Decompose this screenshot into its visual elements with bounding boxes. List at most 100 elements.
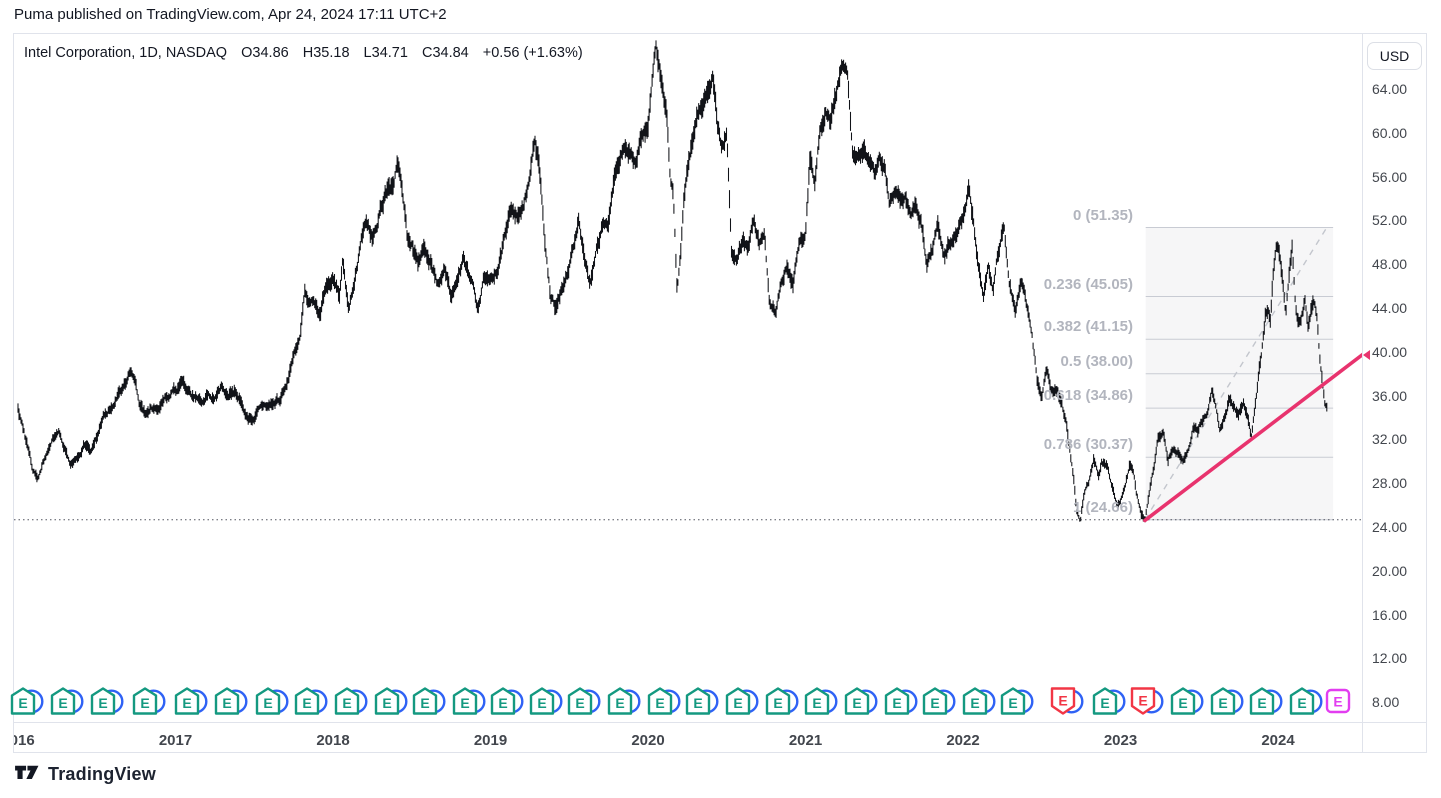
- svg-text:E: E: [970, 695, 979, 711]
- price-tick-label: 40.00: [1372, 343, 1408, 360]
- fib-level-label: 0.618 (34.86): [1043, 387, 1133, 405]
- svg-text:E: E: [575, 695, 584, 711]
- price-tick-label: 20.00: [1372, 562, 1408, 579]
- earnings-beat-icon[interactable]: E: [844, 686, 878, 716]
- earnings-beat-icon[interactable]: E: [255, 686, 289, 716]
- year-label: 2017: [158, 732, 193, 749]
- earnings-beat-icon[interactable]: E: [607, 686, 641, 716]
- earnings-beat-icon[interactable]: E: [132, 686, 166, 716]
- svg-text:E: E: [655, 695, 664, 711]
- ohlc-open-value: 34.86: [252, 45, 289, 61]
- earnings-beat-icon[interactable]: E: [1210, 686, 1244, 716]
- earnings-beat-icon[interactable]: E: [1249, 686, 1283, 716]
- svg-text:E: E: [537, 695, 546, 711]
- svg-text:E: E: [222, 695, 231, 711]
- earnings-beat-icon[interactable]: E: [529, 686, 563, 716]
- ohlc-low-value: 34.71: [371, 45, 408, 61]
- earnings-beat-icon[interactable]: E: [1000, 686, 1034, 716]
- year-label: 2020: [631, 732, 665, 749]
- price-tick-label: 32.00: [1372, 431, 1408, 448]
- svg-text:E: E: [733, 695, 742, 711]
- earnings-beat-icon[interactable]: E: [294, 686, 328, 716]
- svg-text:E: E: [812, 695, 821, 711]
- earnings-beat-icon[interactable]: E: [374, 686, 408, 716]
- svg-text:E: E: [1058, 693, 1067, 709]
- tradingview-logo-icon: [15, 765, 39, 780]
- svg-text:E: E: [1257, 695, 1266, 711]
- svg-text:E: E: [1333, 694, 1342, 710]
- earnings-beat-icon[interactable]: E: [50, 686, 84, 716]
- price-tick-label: 52.00: [1372, 212, 1408, 229]
- fib-level-label: 1 (24.66): [1072, 498, 1133, 516]
- svg-text:E: E: [182, 695, 191, 711]
- earnings-beat-icon[interactable]: E: [214, 686, 248, 716]
- fib-level-label: 0.382 (41.15): [1043, 318, 1133, 336]
- fib-level-label: 0.786 (30.37): [1043, 436, 1133, 454]
- earnings-beat-icon[interactable]: E: [10, 686, 44, 716]
- price-tick-label: 12.00: [1372, 650, 1408, 667]
- ohlc-close-value: 34.84: [432, 45, 469, 61]
- tradingview-wordmark: TradingView: [48, 763, 156, 784]
- earnings-miss-icon[interactable]: E: [1130, 686, 1164, 716]
- svg-text:E: E: [98, 695, 107, 711]
- earnings-beat-icon[interactable]: E: [90, 686, 124, 716]
- fib-level-label: 0.5 (38.00): [1060, 352, 1133, 370]
- ohlc-low-label: L: [363, 45, 372, 61]
- earnings-beat-icon[interactable]: E: [1092, 686, 1126, 716]
- price-tick-label: 28.00: [1372, 475, 1408, 492]
- earnings-beat-icon[interactable]: E: [725, 686, 759, 716]
- svg-text:E: E: [1008, 695, 1017, 711]
- earnings-beat-icon[interactable]: E: [647, 686, 681, 716]
- price-chart-plot: Intel Corporation, 1D, NASDAQ O34.86 H35…: [14, 34, 1363, 723]
- price-tick-label: 36.00: [1372, 387, 1408, 404]
- price-tick-label: 56.00: [1372, 168, 1408, 185]
- time-axis: 2016 2017 2018 2019 2020 2021 2022 2023 2024: [14, 723, 1426, 752]
- ohlc-open-label: O: [241, 45, 253, 61]
- price-tick-label: 64.00: [1372, 81, 1408, 97]
- tradingview-logo-link[interactable]: TradingView: [14, 763, 156, 785]
- currency-button[interactable]: USD: [1367, 42, 1422, 70]
- chart-frame: Intel Corporation, 1D, NASDAQ O34.86 H35…: [10, 33, 1427, 753]
- change-value: +0.56 (+1.63%): [482, 45, 583, 61]
- earnings-beat-icon[interactable]: E: [567, 686, 601, 716]
- earnings-beat-icon[interactable]: E: [490, 686, 524, 716]
- svg-text:E: E: [58, 695, 67, 711]
- earnings-beat-icon[interactable]: E: [922, 686, 956, 716]
- attribution-text: Puma published on TradingView.com, Apr 2…: [14, 6, 447, 23]
- svg-text:E: E: [342, 695, 351, 711]
- price-tick-label: 44.00: [1372, 300, 1408, 316]
- svg-text:E: E: [1297, 695, 1306, 711]
- earnings-beat-icon[interactable]: E: [1289, 686, 1323, 716]
- earnings-beat-icon[interactable]: E: [412, 686, 446, 716]
- earnings-beat-icon[interactable]: E: [765, 686, 799, 716]
- earnings-upcoming-icon[interactable]: E: [1324, 686, 1358, 716]
- svg-text:E: E: [18, 695, 27, 711]
- ohlc-bars: [17, 40, 1328, 523]
- price-tick-label: 24.00: [1372, 519, 1408, 535]
- earnings-beat-icon[interactable]: E: [452, 686, 486, 716]
- svg-text:E: E: [773, 695, 782, 711]
- ohlc-high-label: H: [302, 45, 314, 61]
- earnings-beat-icon[interactable]: E: [1170, 686, 1204, 716]
- svg-text:E: E: [1218, 695, 1227, 711]
- chart-canvas: [14, 40, 1362, 523]
- earnings-beat-icon[interactable]: E: [804, 686, 838, 716]
- svg-text:E: E: [852, 695, 861, 711]
- fib-trend-dashed-line[interactable]: [1144, 227, 1328, 521]
- earnings-beat-icon[interactable]: E: [962, 686, 996, 716]
- trend-line[interactable]: [1143, 352, 1362, 523]
- earnings-beat-icon[interactable]: E: [174, 686, 208, 716]
- earnings-beat-icon[interactable]: E: [685, 686, 719, 716]
- ohlc-close-label: C: [421, 45, 433, 61]
- price-tick-label: 48.00: [1372, 256, 1408, 273]
- svg-text:E: E: [498, 695, 507, 711]
- trendline-axis-marker: [1363, 347, 1370, 365]
- year-label: 2024: [1261, 732, 1295, 749]
- earnings-miss-icon[interactable]: E: [1050, 686, 1084, 716]
- ohlc-high-value: 35.18: [313, 45, 350, 61]
- earnings-beat-icon[interactable]: E: [334, 686, 368, 716]
- year-label: 2022: [946, 732, 980, 749]
- svg-text:E: E: [263, 695, 272, 711]
- fib-level-label: 0.236 (45.05): [1043, 275, 1133, 293]
- earnings-beat-icon[interactable]: E: [884, 686, 918, 716]
